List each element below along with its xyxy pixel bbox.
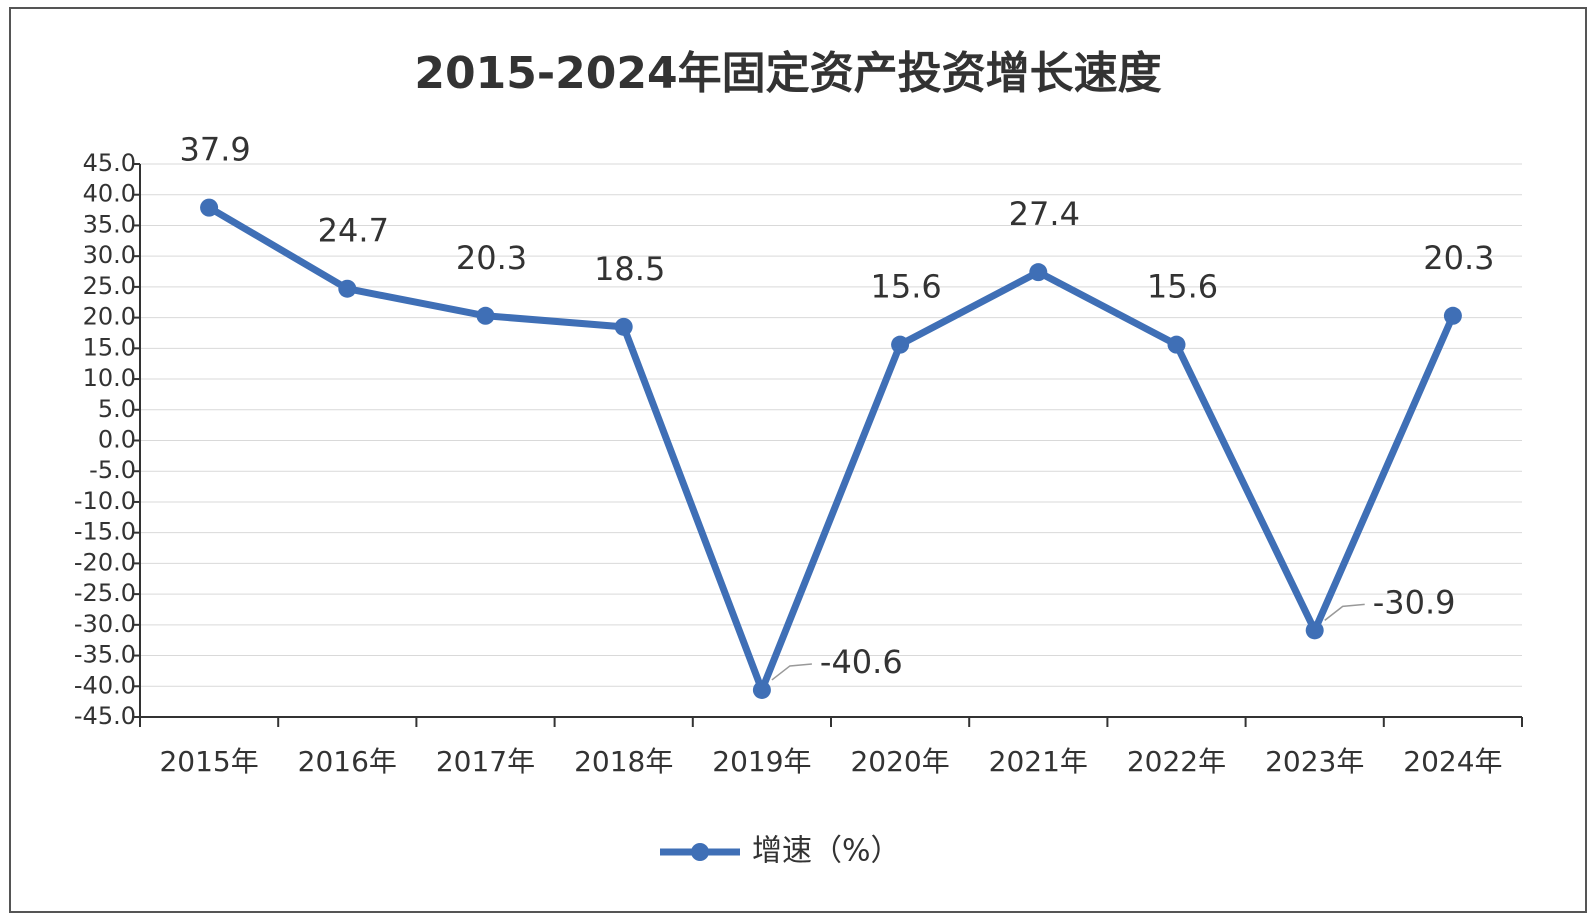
y-tick-label: -5.0 [89,456,136,484]
x-tick-label: 2019年 [712,745,811,778]
data-label: 15.6 [1147,268,1218,306]
chart-frame [9,7,1587,913]
x-tick-label: 2015年 [159,745,258,778]
y-tick-label: 15.0 [83,333,136,361]
data-label: 20.3 [1423,239,1494,277]
y-tick-label: 30.0 [83,241,136,269]
x-tick-label: 2017年 [436,745,535,778]
y-tick-label: 45.0 [83,149,136,177]
x-tick-label: 2020年 [850,745,949,778]
y-tick-label: 25.0 [83,272,136,300]
y-tick-label: -45.0 [74,702,136,730]
data-label: 27.4 [1009,195,1080,233]
x-tick-label: 2021年 [989,745,1088,778]
data-label: -30.9 [1373,583,1456,621]
y-tick-label: 5.0 [98,395,136,423]
x-tick-label: 2016年 [298,745,397,778]
y-tick-label: -25.0 [74,579,136,607]
legend-label: 增速（%） [752,834,901,869]
data-label: 15.6 [870,268,941,306]
data-point [752,680,771,699]
y-tick-label: -10.0 [74,487,136,515]
data-label: 20.3 [456,239,527,277]
data-point [200,198,219,217]
x-tick-label: 2024年 [1403,745,1502,778]
data-label: 18.5 [594,250,665,288]
data-label: 37.9 [179,131,250,169]
x-tick-label: 2023年 [1265,745,1364,778]
x-tick-label: 2022年 [1127,745,1226,778]
y-tick-label: 35.0 [83,210,136,238]
y-tick-label: -35.0 [74,641,136,669]
data-line [207,204,1457,694]
y-tick-label: 10.0 [83,364,136,392]
label-leader [1324,603,1365,621]
data-point [1029,263,1048,282]
data-point [891,335,910,354]
y-tick-label: 0.0 [98,426,136,454]
y-tick-label: -20.0 [74,548,136,576]
data-point [338,279,357,298]
data-point [1167,335,1186,354]
data-label: -40.6 [820,643,903,681]
y-tick-label: -40.0 [74,671,136,699]
chart-title: 2015-2024年固定资产投资增长速度 [414,48,1161,99]
data-point [1305,621,1324,640]
data-label: 24.7 [318,212,389,250]
y-tick-label: 20.0 [83,303,136,331]
y-tick-label: -30.0 [74,610,136,638]
x-tick-label: 2018年 [574,745,673,778]
legend-marker [691,843,709,861]
label-leader [771,663,812,681]
data-point [1443,306,1462,325]
data-point [614,317,633,336]
y-tick-label: -15.0 [74,518,136,546]
data-point [476,306,495,325]
y-tick-label: 40.0 [83,180,136,208]
